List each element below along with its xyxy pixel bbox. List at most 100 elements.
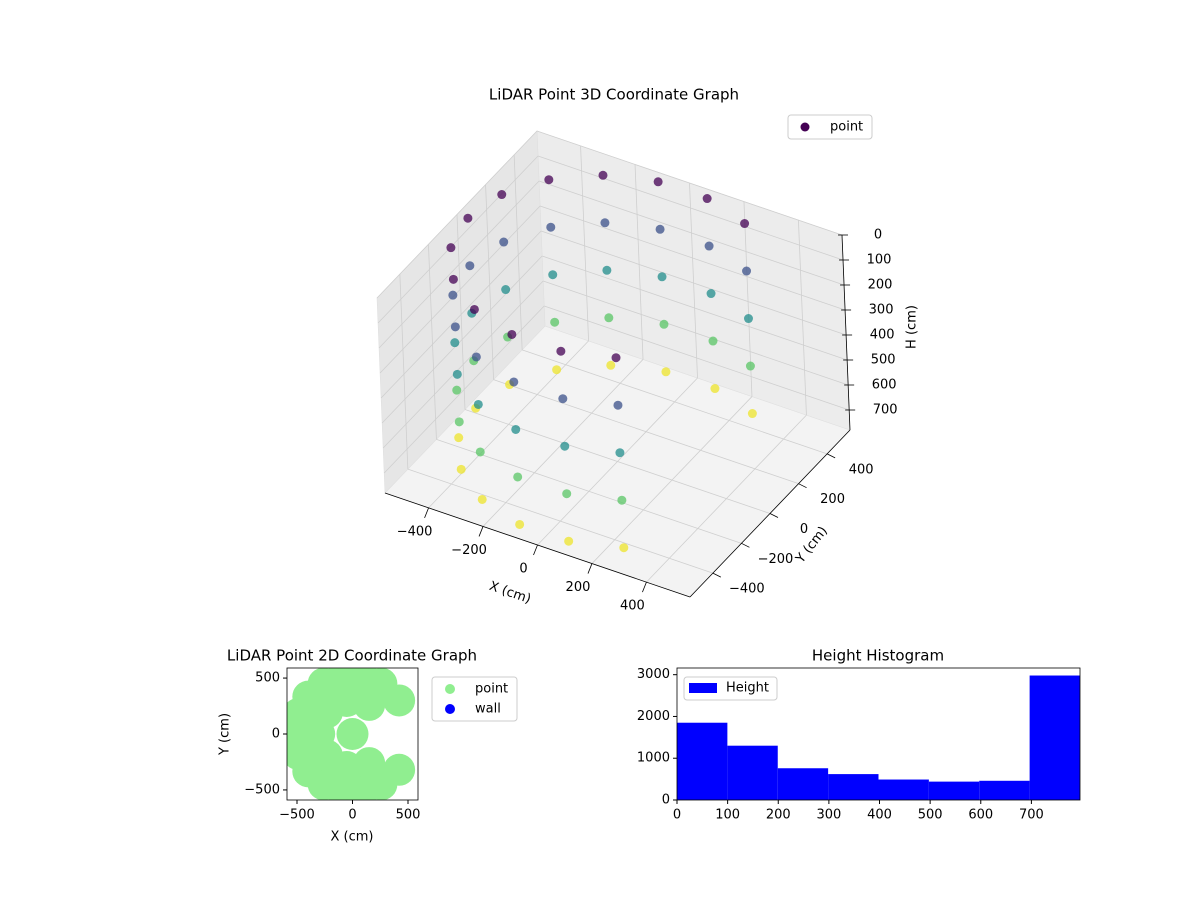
tick-mark (478, 526, 484, 537)
point (446, 243, 456, 253)
point (560, 441, 570, 451)
point (615, 448, 625, 458)
point (562, 489, 572, 499)
point (499, 237, 509, 247)
y-tick-label: 500 (255, 671, 280, 686)
y-tick-label: 0 (800, 522, 808, 537)
point (704, 241, 714, 251)
point (448, 274, 458, 284)
legend-box (431, 676, 518, 722)
z-tick-label: 200 (868, 278, 893, 293)
tick-mark (533, 544, 538, 556)
axis-line (841, 234, 851, 431)
grid-line (407, 468, 713, 574)
grid-line (538, 180, 845, 286)
y-tick-label: −500 (244, 782, 280, 797)
y-tick-label: 0 (662, 793, 670, 808)
bar (979, 780, 1030, 800)
x-tick-label: 600 (968, 808, 993, 823)
bar (928, 781, 980, 800)
x-tick-label: 100 (715, 808, 740, 823)
point (740, 219, 750, 229)
x-axis-label: X (cm) (331, 830, 374, 845)
x-tick-label: 500 (918, 808, 943, 823)
axis-line (689, 429, 851, 598)
chart-title: Height Histogram (812, 647, 944, 665)
grid-line (536, 130, 843, 236)
point (383, 753, 416, 786)
y-tick-label: 200 (820, 492, 845, 507)
point (558, 394, 568, 404)
legend-box (787, 114, 873, 140)
point (655, 224, 665, 234)
point (706, 289, 716, 299)
point (507, 329, 517, 339)
point (475, 447, 485, 457)
grid-line (513, 154, 523, 350)
point (509, 377, 519, 387)
z-tick-label: 0 (874, 228, 882, 243)
x-tick-label: 400 (867, 808, 892, 823)
grid-line (382, 280, 544, 449)
grid-line (634, 164, 644, 360)
grid-line (522, 349, 828, 455)
y-tick-label: −200 (758, 552, 794, 567)
point (564, 536, 574, 546)
legend-marker (445, 684, 455, 694)
x-tick-label: 200 (766, 808, 791, 823)
point (710, 384, 720, 394)
point (602, 265, 612, 275)
point (450, 338, 460, 348)
grid-line (540, 230, 847, 336)
point (552, 365, 562, 375)
legend-label: point (475, 682, 508, 697)
point (544, 175, 554, 185)
point (452, 385, 462, 395)
grid-line (689, 182, 698, 379)
tick-mark (741, 542, 750, 548)
x-tick-label: 700 (1019, 808, 1044, 823)
point (471, 352, 481, 362)
y-tick-label: 1000 (637, 751, 670, 766)
legend-marker (445, 704, 455, 714)
grid-line (436, 438, 742, 544)
tick-mark (587, 563, 593, 574)
x-tick-label: 0 (673, 808, 681, 823)
z-axis-label: H (cm) (905, 305, 920, 349)
axes-frame (676, 667, 1081, 801)
grid-line (379, 205, 541, 374)
bar (1029, 675, 1080, 800)
point (546, 222, 556, 232)
point (617, 495, 627, 505)
y-tick-label: 400 (849, 462, 874, 477)
y-tick-label: −400 (729, 582, 765, 597)
point (473, 399, 483, 409)
legend-label: wall (475, 702, 501, 717)
point (708, 336, 718, 346)
point (515, 519, 525, 529)
y-tick-label: 0 (272, 727, 280, 742)
point (556, 346, 566, 356)
grid-line (456, 214, 466, 410)
grid-line (544, 305, 850, 411)
plot-area (287, 668, 416, 800)
grid-line (537, 155, 844, 261)
point (454, 433, 464, 443)
legend-box (683, 676, 778, 701)
point (613, 400, 623, 410)
x-axis-label: X (cm) (487, 579, 533, 607)
point (611, 353, 621, 363)
z-tick-label: 400 (870, 328, 895, 343)
point (548, 270, 558, 280)
y-tick-label: 2000 (637, 709, 670, 724)
grid-line (383, 305, 545, 474)
legend-label: point (830, 120, 863, 135)
point (477, 494, 487, 504)
tick-mark (826, 453, 836, 459)
z-tick-label: 500 (871, 353, 896, 368)
point (469, 304, 479, 314)
point (454, 417, 464, 427)
grid-line (378, 180, 540, 349)
x-tick-label: 300 (816, 808, 841, 823)
